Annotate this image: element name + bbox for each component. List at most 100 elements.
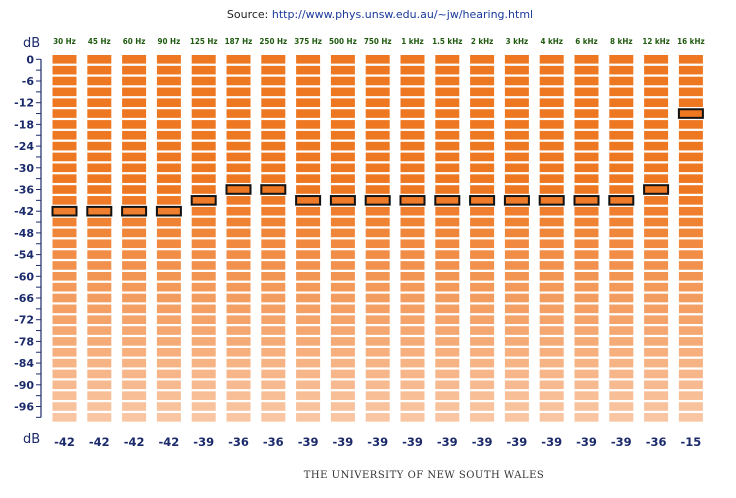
level-cell (87, 76, 112, 86)
level-cell (435, 65, 460, 75)
y-tick-label: -90 (14, 379, 34, 392)
level-cell (296, 109, 321, 118)
level-cell (678, 174, 703, 183)
level-cell (261, 87, 286, 97)
selected-level-cell (573, 195, 600, 206)
level-cell (539, 228, 564, 238)
level-cell (365, 76, 390, 86)
level-cell (191, 217, 216, 227)
level-cell (226, 196, 251, 205)
level-cell (678, 402, 703, 411)
level-cell (87, 228, 112, 238)
level-cell (365, 163, 390, 173)
level-cell (52, 282, 77, 292)
level-cell (539, 326, 564, 335)
level-cell (226, 130, 251, 140)
level-cell (261, 141, 286, 151)
level-cell (156, 87, 181, 97)
level-cell (52, 391, 77, 400)
level-cell (226, 141, 251, 151)
level-cell (400, 326, 425, 335)
level-cell (400, 185, 425, 194)
level-cell (435, 98, 460, 107)
y-tick-label: -42 (14, 205, 34, 218)
level-cell (330, 228, 355, 238)
level-cell (539, 76, 564, 86)
level-cell (52, 347, 77, 357)
level-cell (226, 239, 251, 249)
level-cell (87, 120, 112, 129)
level-cell (156, 337, 181, 346)
level-cell (330, 402, 355, 411)
frequency-label: 45 Hz (88, 37, 111, 46)
selected-level-cell (364, 195, 391, 206)
level-cell (470, 185, 495, 194)
level-cell (87, 413, 112, 422)
frequency-label: 375 Hz (294, 37, 322, 46)
level-cell (400, 347, 425, 357)
level-cell (400, 152, 425, 162)
level-cell (435, 358, 460, 368)
level-cell (644, 55, 669, 64)
level-cell (122, 304, 147, 314)
level-cell (296, 293, 321, 303)
level-cell (400, 304, 425, 314)
level-cell (156, 185, 181, 194)
level-cell (470, 304, 495, 314)
level-cell (574, 55, 599, 64)
source-link[interactable]: http://www.phys.unsw.edu.au/~jw/hearing.… (271, 8, 534, 21)
level-cell (574, 98, 599, 107)
level-cell (539, 141, 564, 151)
level-cell (87, 250, 112, 259)
level-cell (122, 402, 147, 411)
level-cell (226, 206, 251, 216)
level-cell (365, 261, 390, 270)
level-cell (400, 120, 425, 129)
y-tick-label: -72 (14, 314, 34, 327)
level-cell (470, 402, 495, 411)
level-cell (365, 98, 390, 107)
level-cell (365, 358, 390, 368)
level-cell (365, 228, 390, 238)
level-cell (504, 185, 529, 194)
level-cell (678, 130, 703, 140)
level-cell (574, 206, 599, 216)
level-cell (52, 217, 77, 227)
level-cell (330, 130, 355, 140)
level-cell (400, 228, 425, 238)
level-cell (678, 250, 703, 259)
y-tick-label: -78 (14, 335, 34, 348)
level-cell (87, 347, 112, 357)
level-cell (678, 337, 703, 346)
level-cell (609, 337, 634, 346)
level-cell (609, 413, 634, 422)
level-cell (330, 120, 355, 129)
level-cell (470, 293, 495, 303)
level-cell (574, 369, 599, 379)
threshold-value-label: -42 (89, 435, 110, 449)
level-cell (504, 282, 529, 292)
level-cell (87, 152, 112, 162)
y-tick-label: -12 (14, 97, 34, 110)
level-cell (226, 217, 251, 227)
frequency-label: 1 kHz (401, 37, 424, 46)
level-cell (261, 120, 286, 129)
level-cell (122, 272, 147, 281)
level-cell (296, 358, 321, 368)
level-cell (156, 239, 181, 249)
level-cell (678, 369, 703, 379)
level-cell (296, 315, 321, 324)
level-cell (678, 272, 703, 281)
frequency-label: 4 kHz (540, 37, 563, 46)
level-cell (539, 109, 564, 118)
level-cell (504, 141, 529, 151)
level-cell (435, 402, 460, 411)
level-cell (122, 293, 147, 303)
level-cell (156, 120, 181, 129)
level-cell (296, 402, 321, 411)
frequency-label: 16 kHz (677, 37, 705, 46)
level-cell (226, 402, 251, 411)
level-cell (122, 413, 147, 422)
level-cell (191, 163, 216, 173)
y-tick-label: -60 (14, 270, 34, 283)
